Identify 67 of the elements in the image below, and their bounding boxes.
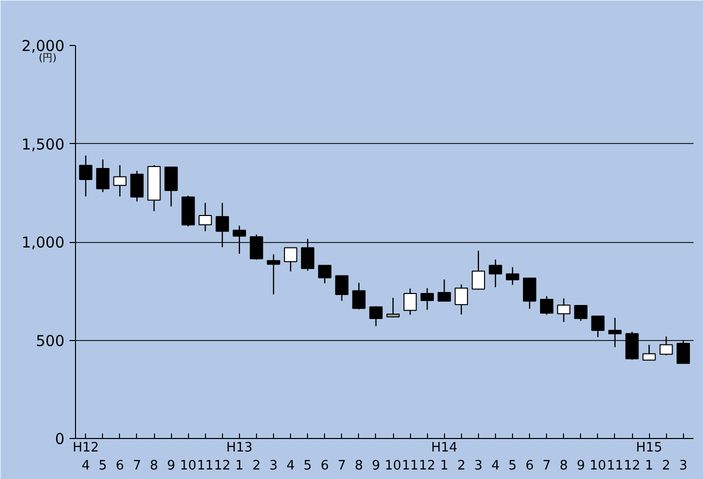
candlestick xyxy=(79,154,92,198)
x-tick-label: 11 xyxy=(196,458,214,474)
x-tick-label: 3 xyxy=(474,458,483,474)
x-tick-label: 6 xyxy=(525,458,534,474)
x-tick-label: 7 xyxy=(338,458,346,474)
x-tick-label: 4 xyxy=(286,458,295,474)
x-tick-label: 9 xyxy=(576,458,585,474)
x-tick-label: 9 xyxy=(166,458,176,474)
y-axis-title: (円) xyxy=(38,53,57,64)
candlestick xyxy=(198,202,212,232)
candlestick xyxy=(488,258,502,288)
candlestick xyxy=(318,264,332,284)
x-tick-label: 8 xyxy=(560,458,568,474)
candlestick xyxy=(130,170,144,202)
x-tick-label: 12 xyxy=(214,458,231,474)
x-tick-label: 3 xyxy=(679,458,688,474)
x-tick-label: 7 xyxy=(132,458,142,474)
candlestick xyxy=(506,266,520,286)
candlestick xyxy=(386,297,400,318)
x-tick-label: 2 xyxy=(252,458,261,474)
candlestick xyxy=(266,254,280,296)
x-tick-label: 8 xyxy=(354,458,364,474)
candlestick xyxy=(232,225,246,254)
y-tick-label: 1,000 xyxy=(22,234,65,252)
candlestick xyxy=(301,238,314,272)
candlestick xyxy=(250,234,264,260)
x-tick-label: 6 xyxy=(320,458,329,474)
x-tick-label: 10 xyxy=(180,458,196,474)
candlestick xyxy=(522,278,536,310)
x-tick-label: 3 xyxy=(269,458,278,474)
candlestick xyxy=(574,304,588,322)
x-tick-label: 8 xyxy=(150,458,158,474)
candlestick xyxy=(96,158,110,193)
candlestick xyxy=(403,288,417,316)
x-tick-label: 10 xyxy=(384,458,402,474)
x-tick-label: 2 xyxy=(662,458,670,474)
x-tick-label: 6 xyxy=(116,458,124,474)
candlestick xyxy=(591,315,605,338)
x-tick-label: 10 xyxy=(590,458,606,474)
candlestick xyxy=(352,282,366,310)
candlestick xyxy=(369,306,383,327)
candlestick xyxy=(472,250,486,290)
candlestick xyxy=(113,164,127,198)
x-tick-label: 4 xyxy=(491,458,500,474)
x-tick-label: 11 xyxy=(606,458,624,474)
candlestick xyxy=(216,202,229,248)
x-tick-label: 5 xyxy=(508,458,517,474)
candlestick xyxy=(557,298,570,323)
candlestick xyxy=(642,344,656,361)
y-tick-label: 0 xyxy=(54,430,65,448)
x-tick-label: 11 xyxy=(402,458,418,474)
y-tick-label: 1,500 xyxy=(22,135,65,154)
candlestick xyxy=(420,288,434,310)
candlestick xyxy=(284,247,298,272)
candlestick xyxy=(438,278,451,302)
y-tick-label: 500 xyxy=(36,332,65,350)
x-tick-label: 5 xyxy=(304,458,312,474)
candlestick xyxy=(164,166,178,208)
category-label: H12 4 xyxy=(72,440,99,474)
candlestick xyxy=(454,284,468,316)
x-tick-label: 12 xyxy=(624,458,640,474)
candlestick xyxy=(540,296,554,316)
x-tick-label: 7 xyxy=(542,458,551,474)
x-tick-label: 2 xyxy=(457,458,466,474)
x-tick-label: 5 xyxy=(98,458,107,474)
x-tick-label: 9 xyxy=(372,458,380,474)
candlestick xyxy=(335,275,348,302)
